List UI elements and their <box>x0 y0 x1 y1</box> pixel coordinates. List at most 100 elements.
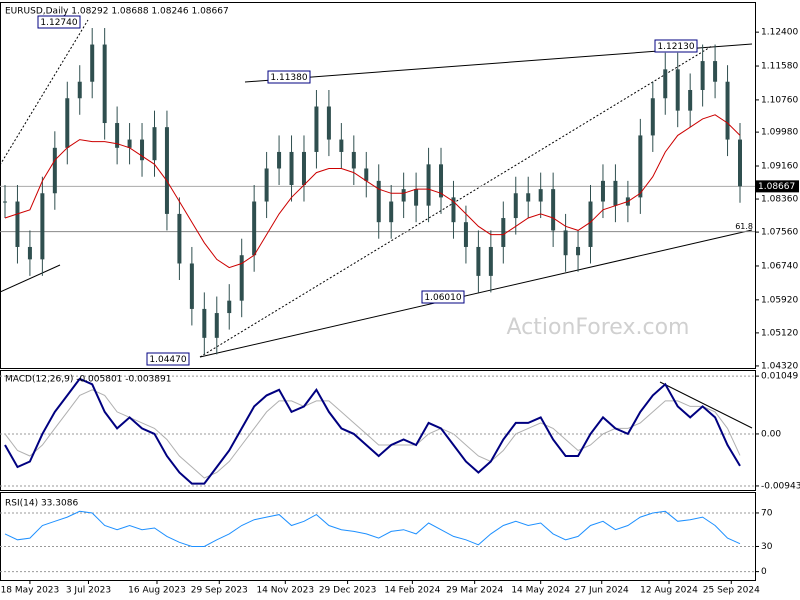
macd-trend-line <box>659 381 753 429</box>
candle <box>463 222 468 247</box>
candle <box>77 81 82 99</box>
candle <box>15 201 20 247</box>
candle <box>65 98 70 148</box>
candle <box>638 135 643 198</box>
trend-line <box>0 264 61 293</box>
candle <box>439 164 444 198</box>
panel-title: MACD(12,26,9) -0.005801 -0.003891 <box>5 375 171 385</box>
candle <box>501 218 506 247</box>
trend-line <box>199 229 753 358</box>
candle <box>152 127 157 161</box>
x-tick-label: 14 May 2024 <box>511 586 570 596</box>
price-box <box>755 180 799 193</box>
candle <box>351 151 356 169</box>
y-tick-label: 0.00 <box>761 429 781 439</box>
candle <box>389 201 394 223</box>
panel-frame <box>0 370 756 491</box>
annotation: 1.12740 <box>37 15 81 29</box>
y-tick-label: 1.07560 <box>761 228 798 238</box>
candle <box>115 123 120 148</box>
candle <box>277 151 282 169</box>
candle <box>339 139 344 152</box>
candle <box>202 308 207 338</box>
annotation: 1.12130 <box>654 39 698 53</box>
y-tick-label: 1.09160 <box>761 161 798 171</box>
candle <box>488 246 493 276</box>
annotation-text: 1.11380 <box>270 73 307 83</box>
candle <box>214 313 219 338</box>
candle <box>700 61 705 90</box>
y-tick-label: 1.09980 <box>761 128 798 138</box>
dashed-trend-line <box>0 19 89 166</box>
candle <box>526 193 531 202</box>
candle <box>713 61 718 82</box>
candle <box>401 189 406 202</box>
candle <box>40 193 45 260</box>
candle <box>600 180 605 202</box>
candle <box>576 246 581 256</box>
y-tick-label: 1.04320 <box>761 361 798 371</box>
annotation-text: 1.12740 <box>40 18 77 28</box>
annotation-text: 1.06010 <box>424 293 461 303</box>
candle <box>177 213 182 264</box>
series-line <box>4 377 741 485</box>
candle <box>127 139 132 148</box>
x-tick-label: 25 Sep 2024 <box>703 586 760 596</box>
candle <box>725 81 730 140</box>
x-tick-label: 12 Aug 2024 <box>640 586 698 596</box>
candle <box>513 193 518 219</box>
candle <box>164 127 169 214</box>
candle <box>314 106 319 152</box>
candle <box>650 98 655 136</box>
candle <box>551 189 556 231</box>
candle <box>675 69 680 111</box>
annotation: 1.06010 <box>421 290 465 304</box>
y-tick-label: 70 <box>761 508 773 518</box>
candle <box>227 300 232 314</box>
y-tick-label: -0.009435 <box>761 481 800 491</box>
candle <box>189 263 194 309</box>
series-line <box>4 510 741 547</box>
candle <box>289 151 294 185</box>
candle <box>476 246 481 276</box>
x-tick-label: 27 Jun 2024 <box>575 586 629 596</box>
x-tick-label: 29 Dec 2023 <box>319 586 377 596</box>
y-tick-label: 1.08360 <box>761 195 798 205</box>
annotation-text: 1.12130 <box>657 42 694 52</box>
y-tick-label: 1.10760 <box>761 95 798 105</box>
x-tick-label: 16 Aug 2023 <box>128 586 186 596</box>
watermark: ActionForex.com <box>507 315 690 340</box>
panel-frame <box>0 492 756 581</box>
candle <box>90 44 95 82</box>
y-tick-label: 1.05120 <box>761 328 798 338</box>
candle <box>688 89 693 111</box>
candle <box>27 246 32 260</box>
candle <box>563 230 568 256</box>
panel-title: EURUSD,Daily 1.08292 1.08688 1.08246 1.0… <box>5 7 229 17</box>
y-tick-label: 1.05920 <box>761 295 798 305</box>
y-tick-label: 30 <box>761 542 773 552</box>
x-tick-label: 3 Jul 2023 <box>66 586 111 596</box>
candle <box>538 189 543 202</box>
candle <box>663 69 668 99</box>
candle <box>140 139 145 161</box>
candle <box>738 139 742 187</box>
annotation-text: 1.04470 <box>149 355 186 365</box>
y-tick-label: 0 <box>761 567 767 577</box>
candle <box>264 168 269 202</box>
candle <box>426 164 431 206</box>
x-tick-label: 14 Feb 2024 <box>384 586 440 596</box>
annotation: 1.04470 <box>146 352 190 366</box>
candle <box>239 255 244 301</box>
x-tick-label: 29 Mar 2024 <box>446 586 503 596</box>
candle <box>102 44 107 124</box>
annotation: 1.11380 <box>267 70 311 84</box>
fib-label: 61.8 <box>735 222 753 231</box>
candle <box>451 197 456 223</box>
candle <box>3 201 7 203</box>
candle <box>52 147 57 194</box>
candle <box>301 151 306 185</box>
panel-title: RSI(14) 33.3086 <box>5 499 78 509</box>
